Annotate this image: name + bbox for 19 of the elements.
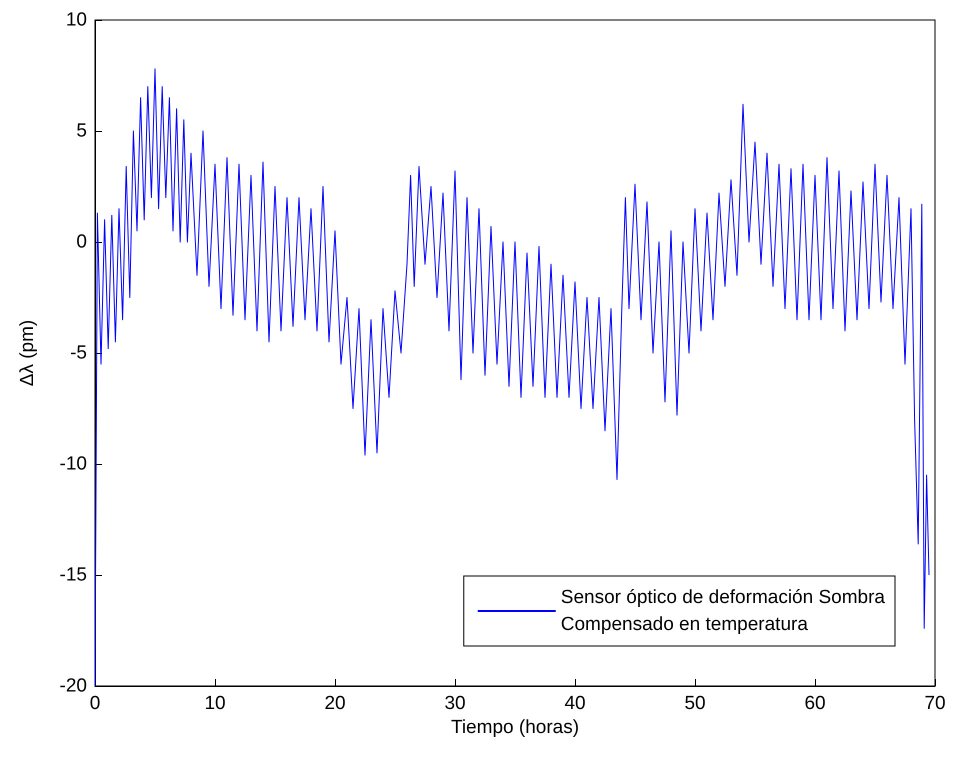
x-tick-label: 60	[804, 693, 826, 714]
x-tick-label: 30	[444, 693, 466, 714]
line-series	[94, 68, 930, 686]
x-tick-label: 40	[564, 693, 586, 714]
legend-label: Sensor óptico de deformación Sombra Compensado en temperatura	[560, 587, 886, 635]
y-tick-label: -5	[70, 342, 87, 364]
y-tick-label: -10	[60, 454, 87, 474]
y-tick-label: -20	[60, 676, 87, 696]
y-axis-title: Δλ (pm)	[17, 320, 38, 386]
y-tick-label: 5	[76, 120, 87, 142]
x-tick-label: 20	[324, 693, 346, 714]
x-tick-label: 0	[90, 693, 100, 714]
y-tick-label: 0	[76, 232, 87, 252]
x-axis-title: Tiempo (horas)	[450, 716, 580, 738]
x-tick-label: 10	[204, 693, 226, 714]
y-tick-label: 10	[66, 10, 87, 30]
y-tick-label: -15	[60, 564, 87, 586]
x-tick-label: 50	[684, 693, 706, 714]
x-tick-label: 70	[924, 693, 946, 714]
